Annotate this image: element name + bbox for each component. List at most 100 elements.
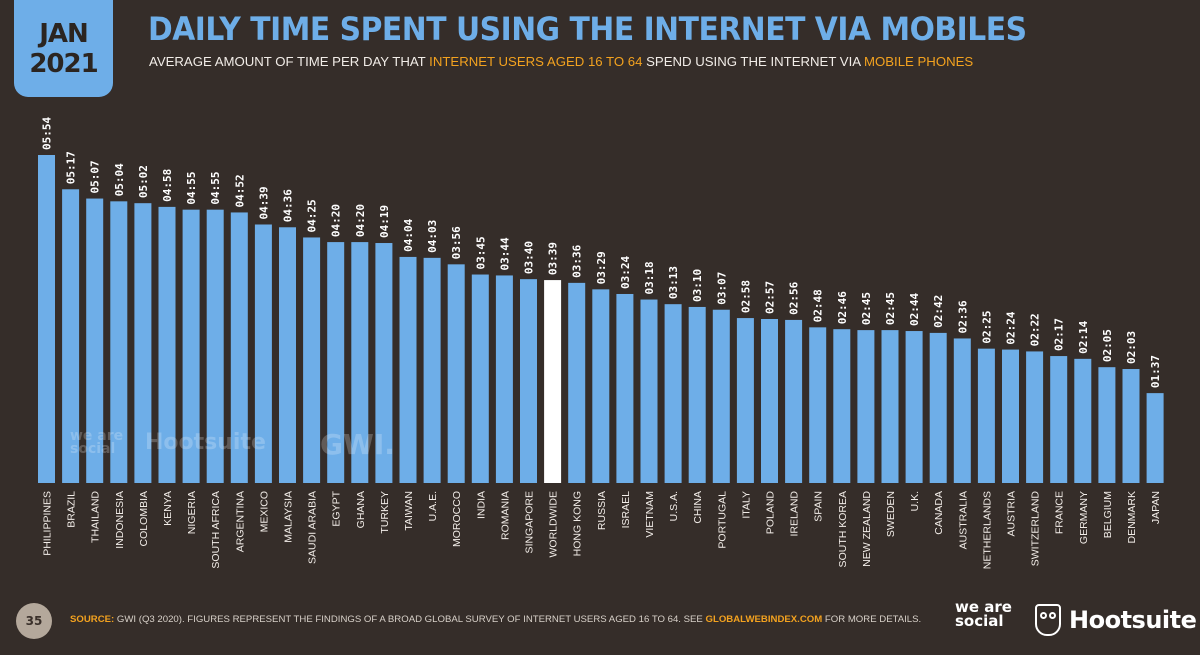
data-label: 02:36 [956, 300, 969, 333]
category-label: NEW ZEALAND [861, 491, 873, 567]
category-label: INDONESIA [114, 491, 126, 549]
data-label: 04:36 [282, 189, 295, 222]
category-label: EGYPT [331, 490, 343, 526]
category-label: BRAZIL [66, 491, 78, 528]
bar-turkey [375, 243, 393, 483]
category-label: PORTUGAL [716, 491, 728, 549]
bar-switzerland [1026, 351, 1044, 483]
category-label: GERMANY [1078, 491, 1090, 544]
category-label: NETHERLANDS [981, 491, 993, 569]
bar-new-zealand [857, 330, 875, 483]
bar-egypt [327, 242, 345, 483]
data-label: 02:46 [836, 291, 849, 324]
category-label: ISRAEL [620, 491, 632, 529]
category-label: VIETNAM [644, 491, 656, 538]
bar-colombia [134, 203, 152, 483]
category-label: SWEDEN [885, 491, 897, 537]
data-label: 04:39 [257, 186, 270, 219]
category-label: FRANCE [1054, 491, 1066, 534]
bar-morocco [447, 264, 465, 483]
data-label: 04:04 [402, 218, 415, 251]
category-label: U.K. [909, 491, 921, 511]
owl-icon [1035, 604, 1061, 636]
bar-australia [953, 338, 971, 483]
bar-worldwide [544, 280, 562, 483]
data-label: 02:48 [812, 289, 825, 322]
category-label: SPAIN [813, 491, 825, 522]
data-label: 04:19 [378, 205, 391, 238]
we-are-social-logo: we are social [955, 598, 1012, 630]
data-label: 03:39 [547, 242, 560, 275]
source-link[interactable]: GLOBALWEBINDEX.COM [705, 614, 823, 625]
date-badge: JAN 2021 [14, 0, 113, 97]
bar-china [688, 306, 706, 483]
category-label: TURKEY [379, 491, 391, 534]
category-label: TAIWAN [403, 491, 415, 531]
data-label: 05:02 [137, 165, 150, 198]
data-label: 02:45 [860, 292, 873, 325]
data-label: 05:07 [89, 160, 102, 193]
bar-malaysia [279, 227, 296, 483]
bar-u-a-e- [423, 257, 441, 483]
badge-year: 2021 [29, 48, 98, 79]
category-label: U.S.A. [668, 491, 680, 521]
data-label: 02:45 [884, 292, 897, 325]
bar-ghana [351, 242, 369, 483]
bar-indonesia [110, 201, 128, 483]
bar-nigeria [182, 209, 200, 483]
bar-denmark [1122, 369, 1140, 483]
bar-thailand [86, 198, 104, 483]
category-label: SOUTH AFRICA [210, 491, 222, 569]
data-label: 03:07 [715, 272, 728, 305]
bar-vietnam [640, 299, 658, 483]
source-label: SOURCE: [70, 614, 115, 625]
data-label: 04:55 [185, 172, 198, 205]
data-label: 03:18 [643, 261, 656, 294]
bar-south-korea [833, 329, 851, 483]
category-label: MEXICO [258, 491, 270, 532]
bar-canada [929, 332, 947, 483]
data-label: 02:17 [1053, 318, 1066, 351]
data-label: 04:55 [209, 172, 222, 205]
data-label: 04:20 [330, 204, 343, 237]
bar-south-africa [206, 209, 224, 483]
bar-netherlands [977, 348, 995, 483]
category-label: MALAYSIA [283, 491, 295, 543]
category-label: INDIA [475, 491, 487, 519]
data-label: 03:29 [595, 251, 608, 284]
bar-taiwan [399, 256, 417, 483]
data-label: 02:44 [908, 293, 921, 326]
bar-romania [495, 275, 513, 483]
category-label: ROMANIA [499, 491, 511, 540]
source-note: SOURCE: GWI (Q3 2020). FIGURES REPRESENT… [70, 614, 921, 625]
category-label: IRELAND [789, 491, 801, 537]
category-label: SINGAPORE [524, 491, 536, 553]
data-label: 05:54 [41, 117, 54, 150]
category-label: NIGERIA [186, 491, 198, 534]
data-label: 02:14 [1077, 320, 1090, 353]
bar-u-k- [905, 331, 923, 483]
data-label: 03:44 [498, 237, 511, 270]
bar-portugal [712, 309, 730, 483]
page-number: 35 [16, 603, 52, 639]
bar-israel [616, 293, 634, 483]
data-label: 04:58 [161, 169, 174, 202]
data-label: 03:36 [571, 244, 584, 277]
category-label: JAPAN [1150, 491, 1162, 524]
subtitle-part: AVERAGE AMOUNT OF TIME PER DAY THAT [149, 54, 430, 69]
source-text: GWI (Q3 2020). FIGURES REPRESENT THE FIN… [114, 614, 706, 625]
bar-argentina [230, 212, 248, 483]
data-label: 03:56 [450, 226, 463, 259]
bar-saudi-arabia [303, 237, 321, 483]
subtitle-highlight: INTERNET USERS AGED 16 TO 64 [429, 54, 643, 69]
bar-kenya [158, 206, 176, 483]
subtitle-highlight: MOBILE PHONES [864, 54, 974, 69]
category-label: THAILAND [90, 491, 102, 543]
category-label: ARGENTINA [234, 491, 246, 552]
category-label: RUSSIA [596, 491, 608, 530]
data-label: 03:40 [523, 241, 536, 274]
data-label: 05:04 [113, 163, 126, 196]
bar-singapore [520, 279, 537, 483]
category-label: CHINA [692, 491, 704, 524]
